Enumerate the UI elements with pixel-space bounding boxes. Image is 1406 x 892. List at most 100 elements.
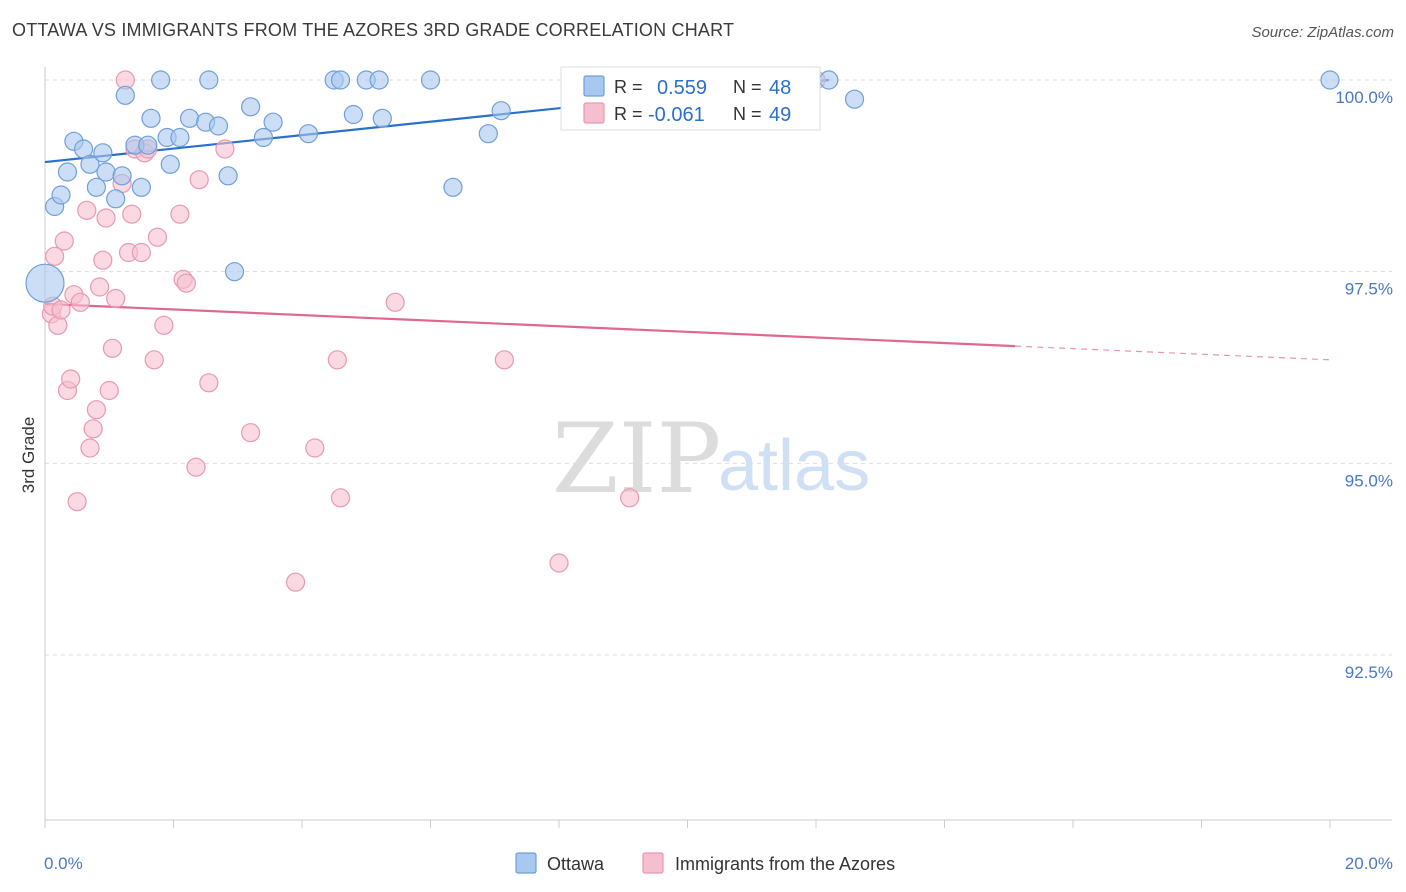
azores-point (99, 380, 119, 401)
azores-point (285, 572, 306, 592)
legend-r-value-azores: -0.061 (648, 104, 705, 126)
ottawa-point (443, 177, 463, 197)
chart-title: OTTAWA VS IMMIGRANTS FROM THE AZORES 3RD… (12, 20, 735, 40)
ottawa-point (57, 162, 78, 182)
azores-point (176, 273, 196, 293)
azores-point (620, 488, 640, 508)
legend-r-value-ottawa: 0.559 (657, 77, 707, 99)
azores-point (189, 170, 209, 190)
azores-point (80, 438, 100, 458)
azores-trend-extension (1015, 345, 1331, 361)
azores-point (131, 242, 151, 263)
azores-point (186, 457, 206, 477)
legend-swatch-ottawa (583, 75, 605, 97)
ottawa-point (179, 108, 200, 128)
ottawa-point (241, 97, 261, 117)
grid-layer (45, 79, 1392, 656)
ottawa-point (208, 116, 229, 136)
ottawa-point (372, 108, 392, 128)
ottawa-point (138, 135, 158, 155)
legend-swatch-azores (583, 102, 605, 124)
series-legend-swatch-azores (642, 852, 664, 874)
watermark-atlas: atlas (718, 426, 870, 506)
ottawa-point (1320, 70, 1340, 90)
azores-point (122, 204, 142, 224)
azores-point (305, 438, 325, 458)
azores-point (45, 246, 65, 266)
azores-point (67, 492, 87, 512)
azores-point (144, 350, 164, 370)
azores-point (70, 292, 90, 312)
azores-point (61, 369, 81, 389)
azores-point (96, 208, 116, 228)
y-tick-labels: 92.5% 95.0% 97.5% 100.0% (1335, 88, 1393, 682)
legend-n-value-ottawa: 48 (769, 77, 791, 99)
ottawa-point (844, 89, 865, 109)
legend-n-value-azores: 49 (769, 104, 791, 126)
ottawa-point (141, 108, 161, 128)
y-tick-label: 97.5% (1345, 280, 1393, 299)
ottawa-point (298, 124, 319, 144)
ottawa-point (420, 70, 441, 90)
y-tick-label: 92.5% (1345, 663, 1393, 682)
ottawa-point (199, 70, 219, 90)
legend-r-label-ottawa: R = (614, 77, 643, 97)
ottawa-point (491, 101, 511, 121)
azores-point (83, 419, 103, 439)
azores-point (494, 350, 514, 370)
chart-source: Source: ZipAtlas.com (1251, 24, 1394, 41)
ottawa-point (112, 166, 132, 186)
x-tick-label: 20.0% (1345, 854, 1393, 873)
x-tick-label: 0.0% (44, 854, 83, 873)
stats-legend: R = 0.559 N = 48 R = -0.061 N = 49 (560, 66, 821, 131)
azores-point (147, 227, 168, 247)
ottawa-point (51, 185, 71, 205)
y-axis-title: 3rd Grade (19, 417, 38, 494)
series-legend-swatch-ottawa (515, 852, 537, 874)
ottawa-point (93, 143, 113, 163)
legend-n-label-ottawa: N = (733, 77, 762, 97)
azores-point (199, 373, 219, 393)
ottawa-point (330, 70, 351, 90)
azores-point (106, 288, 126, 309)
azores-point (330, 488, 351, 508)
ottawa-point (115, 85, 135, 105)
azores-point (170, 204, 190, 224)
azores-trend-line (44, 302, 1016, 348)
azores-point (86, 400, 107, 420)
axes-layer (44, 67, 1392, 828)
ottawa-point (86, 177, 107, 197)
azores-point (90, 277, 110, 297)
ottawa-point (131, 177, 151, 197)
y-tick-label: 100.0% (1335, 88, 1393, 107)
x-tick-labels: 0.0% 20.0% (44, 854, 1393, 873)
ottawa-point (218, 166, 238, 186)
legend-n-label-azores: N = (733, 104, 762, 124)
azores-point (327, 350, 347, 370)
azores-point (93, 250, 113, 270)
azores-point (215, 139, 235, 159)
ottawa-point (96, 162, 116, 182)
series-legend-label-azores: Immigrants from the Azores (675, 854, 895, 874)
series-legend-label-ottawa: Ottawa (547, 854, 605, 874)
ottawa-point (819, 70, 839, 90)
azores-point (51, 300, 71, 320)
ottawa-point (160, 154, 180, 174)
ottawa-point (80, 154, 100, 174)
ottawa-point (253, 127, 274, 148)
azores-point (549, 553, 569, 573)
ottawa-point (263, 112, 283, 132)
y-tick-label: 95.0% (1345, 471, 1393, 490)
azores-point (241, 423, 261, 443)
ottawa-point (106, 189, 126, 209)
azores-point (102, 338, 123, 358)
series-legend: Ottawa Immigrants from the Azores (515, 852, 895, 874)
watermark: ZIP atlas (552, 403, 870, 515)
points-layer (25, 70, 1340, 592)
ottawa-point (478, 124, 498, 144)
ottawa-point (369, 70, 389, 90)
azores-point (54, 231, 74, 251)
azores-point (385, 292, 405, 312)
ottawa-point (151, 70, 171, 90)
